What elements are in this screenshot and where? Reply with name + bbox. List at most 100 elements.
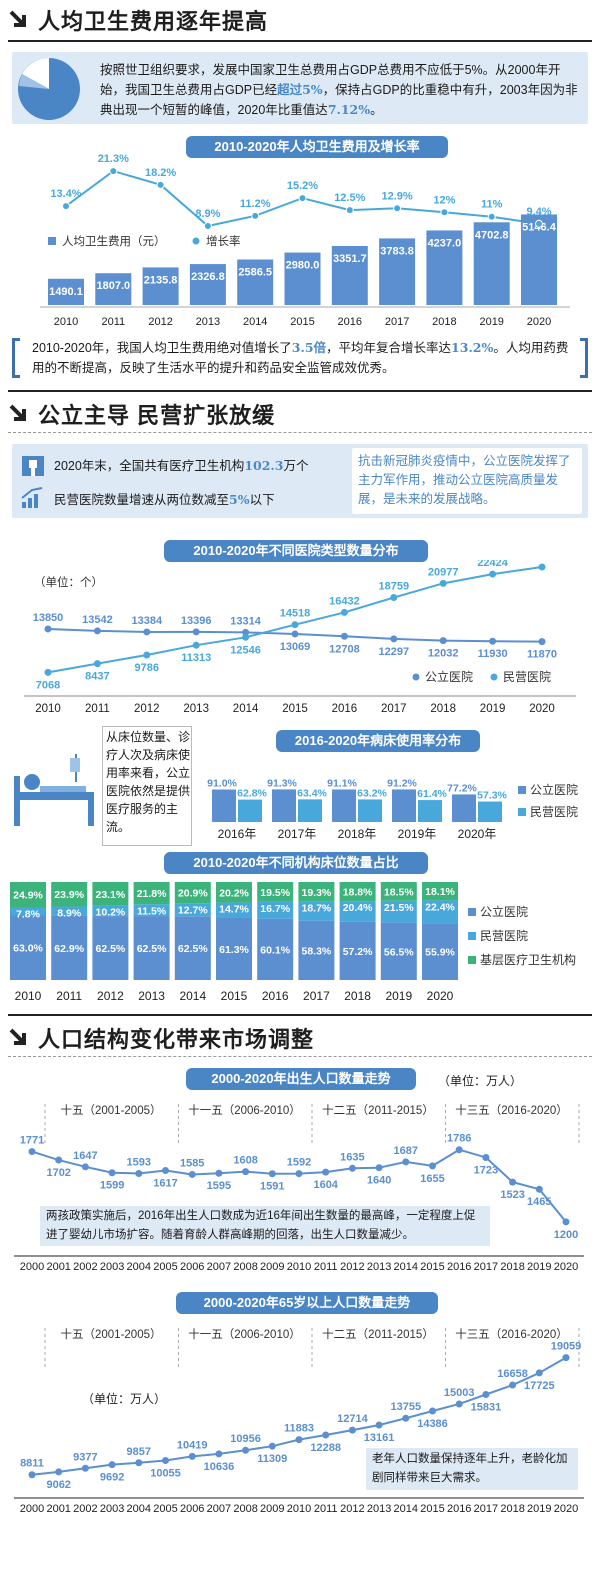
- x-tick-label: 2007: [207, 1261, 231, 1273]
- growth-point: [345, 206, 354, 215]
- dashed-divider: [8, 1056, 592, 1057]
- bed-note-box: [102, 726, 192, 846]
- point-label: 1617: [153, 1178, 177, 1190]
- segment-label: 58.3%: [302, 945, 332, 957]
- public-point: [44, 625, 52, 633]
- chart6-unit: （单位：万人）: [82, 1392, 167, 1406]
- growth-label: 12%: [433, 194, 455, 206]
- x-tick-label: 2015: [221, 989, 248, 1003]
- public-value-label: 91.2%: [387, 777, 417, 789]
- public-value-label: 77.2%: [447, 782, 477, 794]
- point-label: 1687: [394, 1145, 418, 1157]
- private-point: [143, 651, 151, 659]
- data-point: [509, 1178, 517, 1186]
- bar-value-label: 1490.1: [49, 286, 83, 298]
- x-tick-label: 2001: [46, 1261, 70, 1273]
- public-value-label: 91.1%: [327, 777, 357, 789]
- public-point: [390, 635, 398, 643]
- arrow-icon: [9, 10, 26, 27]
- chart3: 91.0%62.8% 2016年 91.3%63.4% 2017年 91.1%63.2%…: [207, 777, 578, 841]
- x-tick-label: 2007: [207, 1503, 231, 1515]
- public-bar: [272, 789, 296, 822]
- point-label: 1723: [474, 1164, 498, 1176]
- point-label: 1640: [367, 1175, 391, 1187]
- x-tick-label: 2012: [340, 1261, 364, 1273]
- data-point: [509, 1381, 517, 1389]
- x-tick-label: 2009: [260, 1503, 284, 1515]
- public-point: [143, 628, 151, 636]
- data-point: [535, 1185, 543, 1193]
- x-tick-label: 2017: [303, 989, 330, 1003]
- point-label: 1604: [313, 1179, 338, 1191]
- x-tick-label: 2019: [480, 703, 506, 715]
- bar: [521, 214, 557, 305]
- point-label: 1771: [20, 1135, 44, 1147]
- data-point: [268, 1170, 276, 1178]
- segment-label: 12.7%: [178, 904, 208, 916]
- point-label: 13755: [391, 1401, 422, 1413]
- x-tick-label: 2019: [385, 989, 412, 1003]
- data-point: [295, 1170, 303, 1178]
- x-tick-label: 2002: [73, 1503, 97, 1515]
- stack-segment: [422, 882, 458, 901]
- point-label: 15003: [444, 1387, 475, 1399]
- point-label: 1200: [554, 1229, 578, 1241]
- growth-label: 8.9%: [195, 208, 220, 220]
- public-label: 13314: [230, 615, 261, 627]
- plan-label: 十五（2001-2005）: [61, 1327, 162, 1341]
- bar-value-label: 1807.0: [96, 280, 130, 292]
- segment-label: 62.5%: [96, 943, 126, 955]
- x-tick-label: 2018: [500, 1261, 524, 1273]
- pie-icon: [18, 58, 80, 120]
- point-label: 12288: [310, 1442, 341, 1454]
- x-tick-label: 2006: [180, 1503, 204, 1515]
- legend-label: 公立医院: [480, 904, 528, 919]
- data-point: [162, 1167, 169, 1175]
- bar: [379, 238, 416, 305]
- bar: [331, 246, 368, 305]
- x-tick-label: 2003: [100, 1503, 124, 1515]
- point-label: 1655: [420, 1173, 444, 1185]
- fact2: 民营医院数量增速从两位数减至5%以下: [54, 492, 275, 507]
- segment-label: 63.0%: [13, 943, 43, 955]
- chart5-unit: （单位：万人）: [438, 1074, 523, 1088]
- section3-title: 人口结构变化带来市场调整: [38, 1027, 315, 1052]
- point-label: 1585: [180, 1157, 204, 1169]
- segment-label: 61.3%: [219, 944, 249, 956]
- side-box: [352, 448, 582, 514]
- stack-segment: [10, 907, 46, 916]
- public-bar: [392, 789, 416, 822]
- divider: [8, 40, 592, 42]
- legend-public-label: 公立医院: [530, 782, 578, 797]
- x-tick-label: 2018年: [338, 827, 377, 841]
- x-tick-label: 2006: [180, 1261, 204, 1273]
- stack-segment: [174, 916, 211, 980]
- segment-label: 14.7%: [219, 904, 249, 916]
- stack-segment: [380, 922, 417, 980]
- data-point: [562, 1354, 570, 1362]
- private-label: 7068: [36, 679, 60, 691]
- data-point: [188, 1452, 196, 1460]
- x-tick-label: 2011: [101, 316, 125, 328]
- data-point: [188, 1170, 196, 1178]
- data-point: [135, 1169, 143, 1177]
- point-label: 15831: [471, 1402, 502, 1414]
- x-tick-label: 2016: [338, 316, 362, 328]
- segment-label: 20.9%: [178, 888, 208, 900]
- public-bar: [452, 794, 476, 822]
- legend-public-swatch: [412, 673, 420, 681]
- bar: [473, 222, 510, 305]
- public-label: 13069: [280, 641, 311, 653]
- legend-swatch: [468, 908, 476, 916]
- x-tick-label: 2020: [527, 316, 551, 328]
- x-tick-label: 2005: [153, 1261, 177, 1273]
- chart2-title: 2010-2020年不同医院类型数量分布: [164, 540, 428, 562]
- data-point: [242, 1168, 250, 1176]
- intro-text: 按照世卫组织要求，发展中国家卫生总费用占GDP总费用不应低于5%。从2000年开…: [100, 63, 578, 117]
- x-tick-label: 2010: [287, 1261, 311, 1273]
- point-label: 12714: [337, 1413, 368, 1425]
- x-tick-label: 2016: [332, 703, 358, 715]
- public-label: 11930: [478, 648, 508, 660]
- segment-label: 20.4%: [343, 902, 373, 914]
- divider: [8, 1014, 592, 1016]
